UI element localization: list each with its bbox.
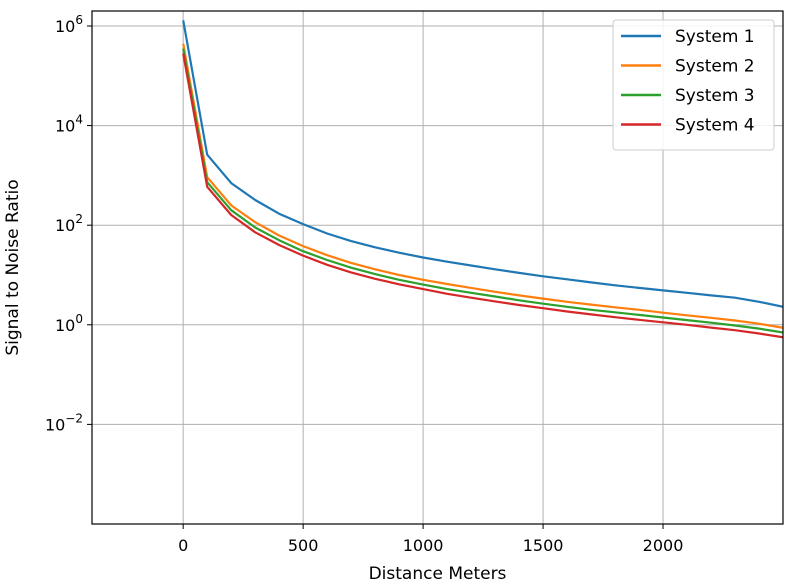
legend-label: System 2 xyxy=(675,57,755,77)
x-tick-label: 1000 xyxy=(403,536,444,555)
x-axis: 0 500 1000 1500 2000 xyxy=(178,524,683,555)
legend-label: System 4 xyxy=(675,116,755,136)
y-axis-label: Signal to Noise Ratio xyxy=(3,179,23,355)
y-tick-label: 104 xyxy=(55,113,83,136)
legend: System 1 System 2 System 3 System 4 xyxy=(612,19,775,151)
series-line-2 xyxy=(182,43,783,329)
plot-frame xyxy=(91,10,784,525)
series-line-1 xyxy=(182,20,783,308)
x-tick-label: 500 xyxy=(288,536,319,555)
y-axis: 10−2 100 102 104 106 xyxy=(45,13,92,434)
series-line-3 xyxy=(182,48,783,334)
x-tick-label: 1500 xyxy=(523,536,564,555)
legend-box xyxy=(612,19,775,151)
x-tick-label: 0 xyxy=(178,536,188,555)
series-line-4 xyxy=(182,53,783,339)
legend-label: System 1 xyxy=(675,27,755,47)
y-tick-label: 102 xyxy=(55,212,83,235)
legend-label: System 3 xyxy=(675,86,755,106)
plot-lines xyxy=(182,20,783,339)
y-tick-label: 106 xyxy=(55,13,83,36)
y-tick-label: 100 xyxy=(55,312,83,335)
y-tick-label: 10−2 xyxy=(45,411,83,434)
x-tick-label: 2000 xyxy=(643,536,684,555)
x-axis-label: Distance Meters xyxy=(369,564,507,584)
